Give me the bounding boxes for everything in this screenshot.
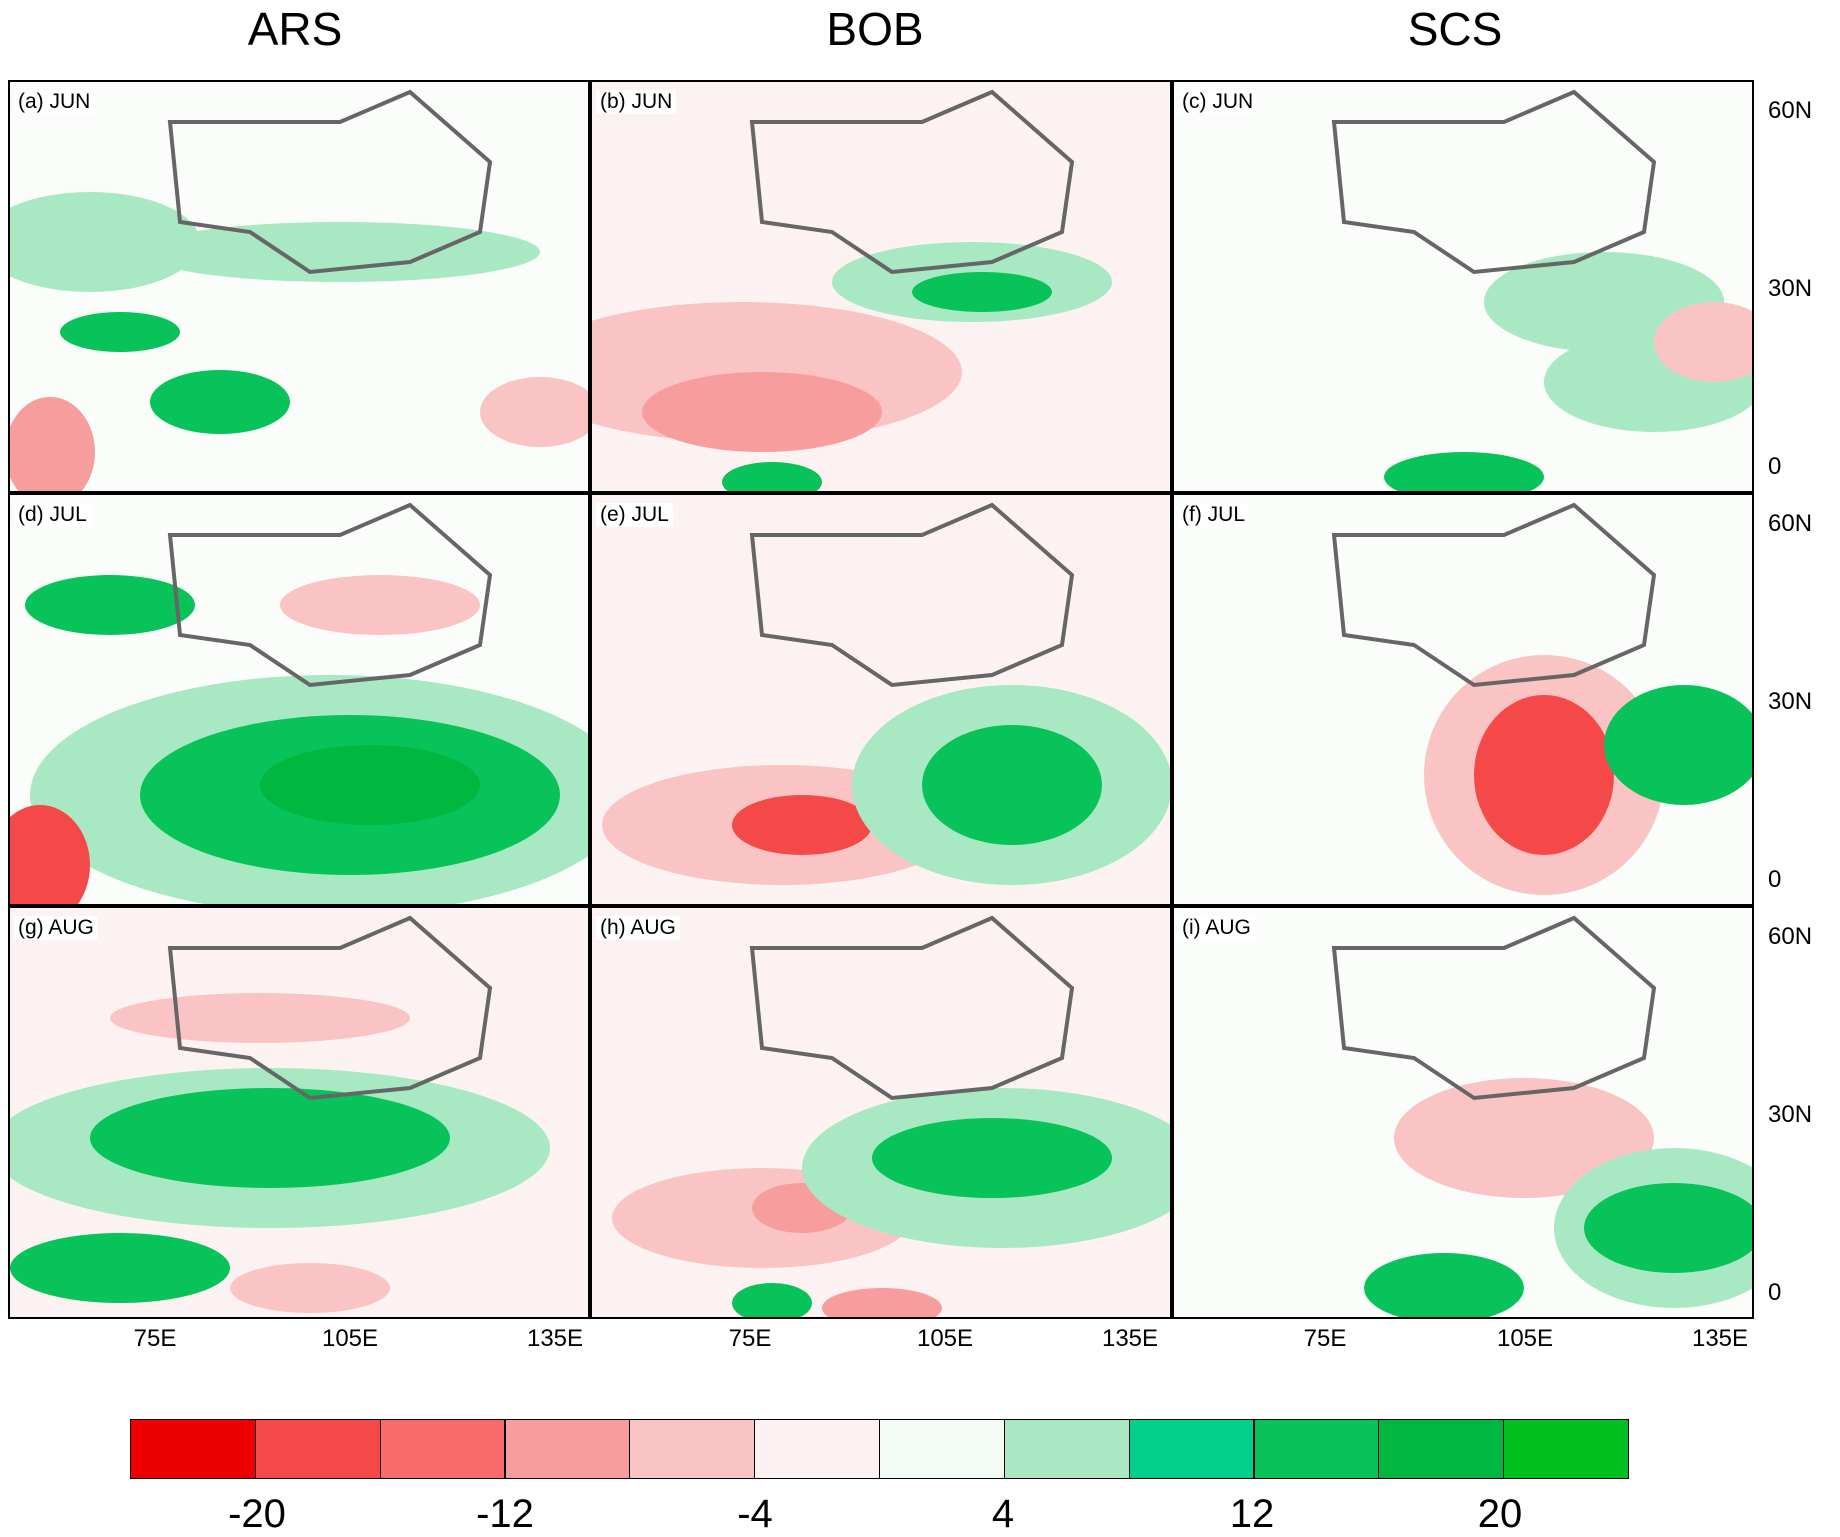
panel-label: (f) JUL: [1178, 503, 1249, 527]
map-panel-ars-jul: (d) JUL: [8, 493, 590, 906]
map-panel-bob-jul: (e) JUL: [590, 493, 1172, 906]
colorbar-swatch: [130, 1419, 256, 1479]
panel-label: (i) AUG: [1178, 916, 1255, 940]
colorbar-swatch: [379, 1419, 506, 1479]
column-title-bob: BOB: [826, 3, 924, 55]
panel-label: (h) AUG: [596, 916, 680, 940]
map-field-bob-jun: [592, 82, 1170, 491]
map-field-scs-aug: [1331, 915, 1752, 1317]
colorbar-swatch: [1253, 1419, 1380, 1479]
column-title-ars: ARS: [247, 3, 343, 55]
lon-tick-105e-col2: 105E: [916, 1325, 974, 1352]
lat-tick-0-row1: 0: [1768, 453, 1782, 480]
colorbar-swatch: [1503, 1419, 1629, 1479]
colorbar-label-4: 4: [991, 1492, 1015, 1536]
colorbar-swatch: [1003, 1419, 1130, 1479]
map-field-scs-jul: [1331, 502, 1752, 895]
panel-label: (e) JUL: [596, 503, 673, 527]
map-panel-ars-jun: (a) JUN: [8, 80, 590, 493]
colorbar-swatch: [1128, 1419, 1255, 1479]
map-field-scs-jun: [1331, 89, 1752, 491]
lat-tick-60n-row3: 60N: [1768, 923, 1813, 950]
map-panel-bob-aug: (h) AUG: [590, 906, 1172, 1319]
map-panel-scs-jul: (f) JUL: [1172, 493, 1754, 906]
map-field-ars-jul: [10, 502, 588, 904]
lon-tick-105e-col1: 105E: [321, 1325, 379, 1352]
colorbar-swatch: [629, 1419, 756, 1479]
lat-tick-60n-row2: 60N: [1768, 510, 1813, 537]
lon-tick-135e-col1: 135E: [526, 1325, 584, 1352]
lat-tick-30n-row2: 30N: [1768, 688, 1813, 715]
panel-label: (b) JUN: [596, 90, 677, 114]
colorbar-swatch: [1378, 1419, 1505, 1479]
colorbar-label-neg4: -4: [737, 1492, 773, 1536]
lon-tick-135e-col2: 135E: [1101, 1325, 1159, 1352]
lat-tick-60n-row1: 60N: [1768, 97, 1813, 124]
colorbar-label-neg20: -20: [228, 1492, 286, 1536]
lon-tick-75e-col2: 75E: [728, 1325, 772, 1352]
map-field-bob-jul: [592, 495, 1170, 904]
map-panel-scs-jun: (c) JUN: [1172, 80, 1754, 493]
lon-tick-105e-col3: 105E: [1496, 1325, 1554, 1352]
panel-label: (c) JUN: [1178, 90, 1258, 114]
panel-label: (d) JUL: [14, 503, 91, 527]
lon-tick-75e-col1: 75E: [133, 1325, 177, 1352]
panel-label: (a) JUN: [14, 90, 95, 114]
lon-tick-135e-col3: 135E: [1691, 1325, 1749, 1352]
colorbar-label-neg12: -12: [476, 1492, 534, 1536]
lat-tick-0-row2: 0: [1768, 866, 1782, 893]
lat-tick-30n-row1: 30N: [1768, 275, 1813, 302]
map-field-bob-aug: [592, 908, 1170, 1317]
lat-tick-0-row3: 0: [1768, 1279, 1782, 1306]
column-title-scs: SCS: [1407, 3, 1503, 55]
panel-label: (g) AUG: [14, 916, 98, 940]
map-field-ars-aug: [10, 908, 588, 1317]
colorbar-swatch: [754, 1419, 880, 1479]
map-field-ars-jun: [10, 89, 588, 491]
colorbar-swatch: [254, 1419, 381, 1479]
map-panel-scs-aug: (i) AUG: [1172, 906, 1754, 1319]
colorbar-swatch: [504, 1419, 631, 1479]
map-panel-ars-aug: (g) AUG: [8, 906, 590, 1319]
colorbar-swatch: [879, 1419, 1005, 1479]
colorbar-label-12: 12: [1229, 1492, 1275, 1536]
colorbar-label-20: 20: [1477, 1492, 1523, 1536]
map-panel-bob-jun: (b) JUN: [590, 80, 1172, 493]
lon-tick-75e-col3: 75E: [1303, 1325, 1347, 1352]
lat-tick-30n-row3: 30N: [1768, 1101, 1813, 1128]
